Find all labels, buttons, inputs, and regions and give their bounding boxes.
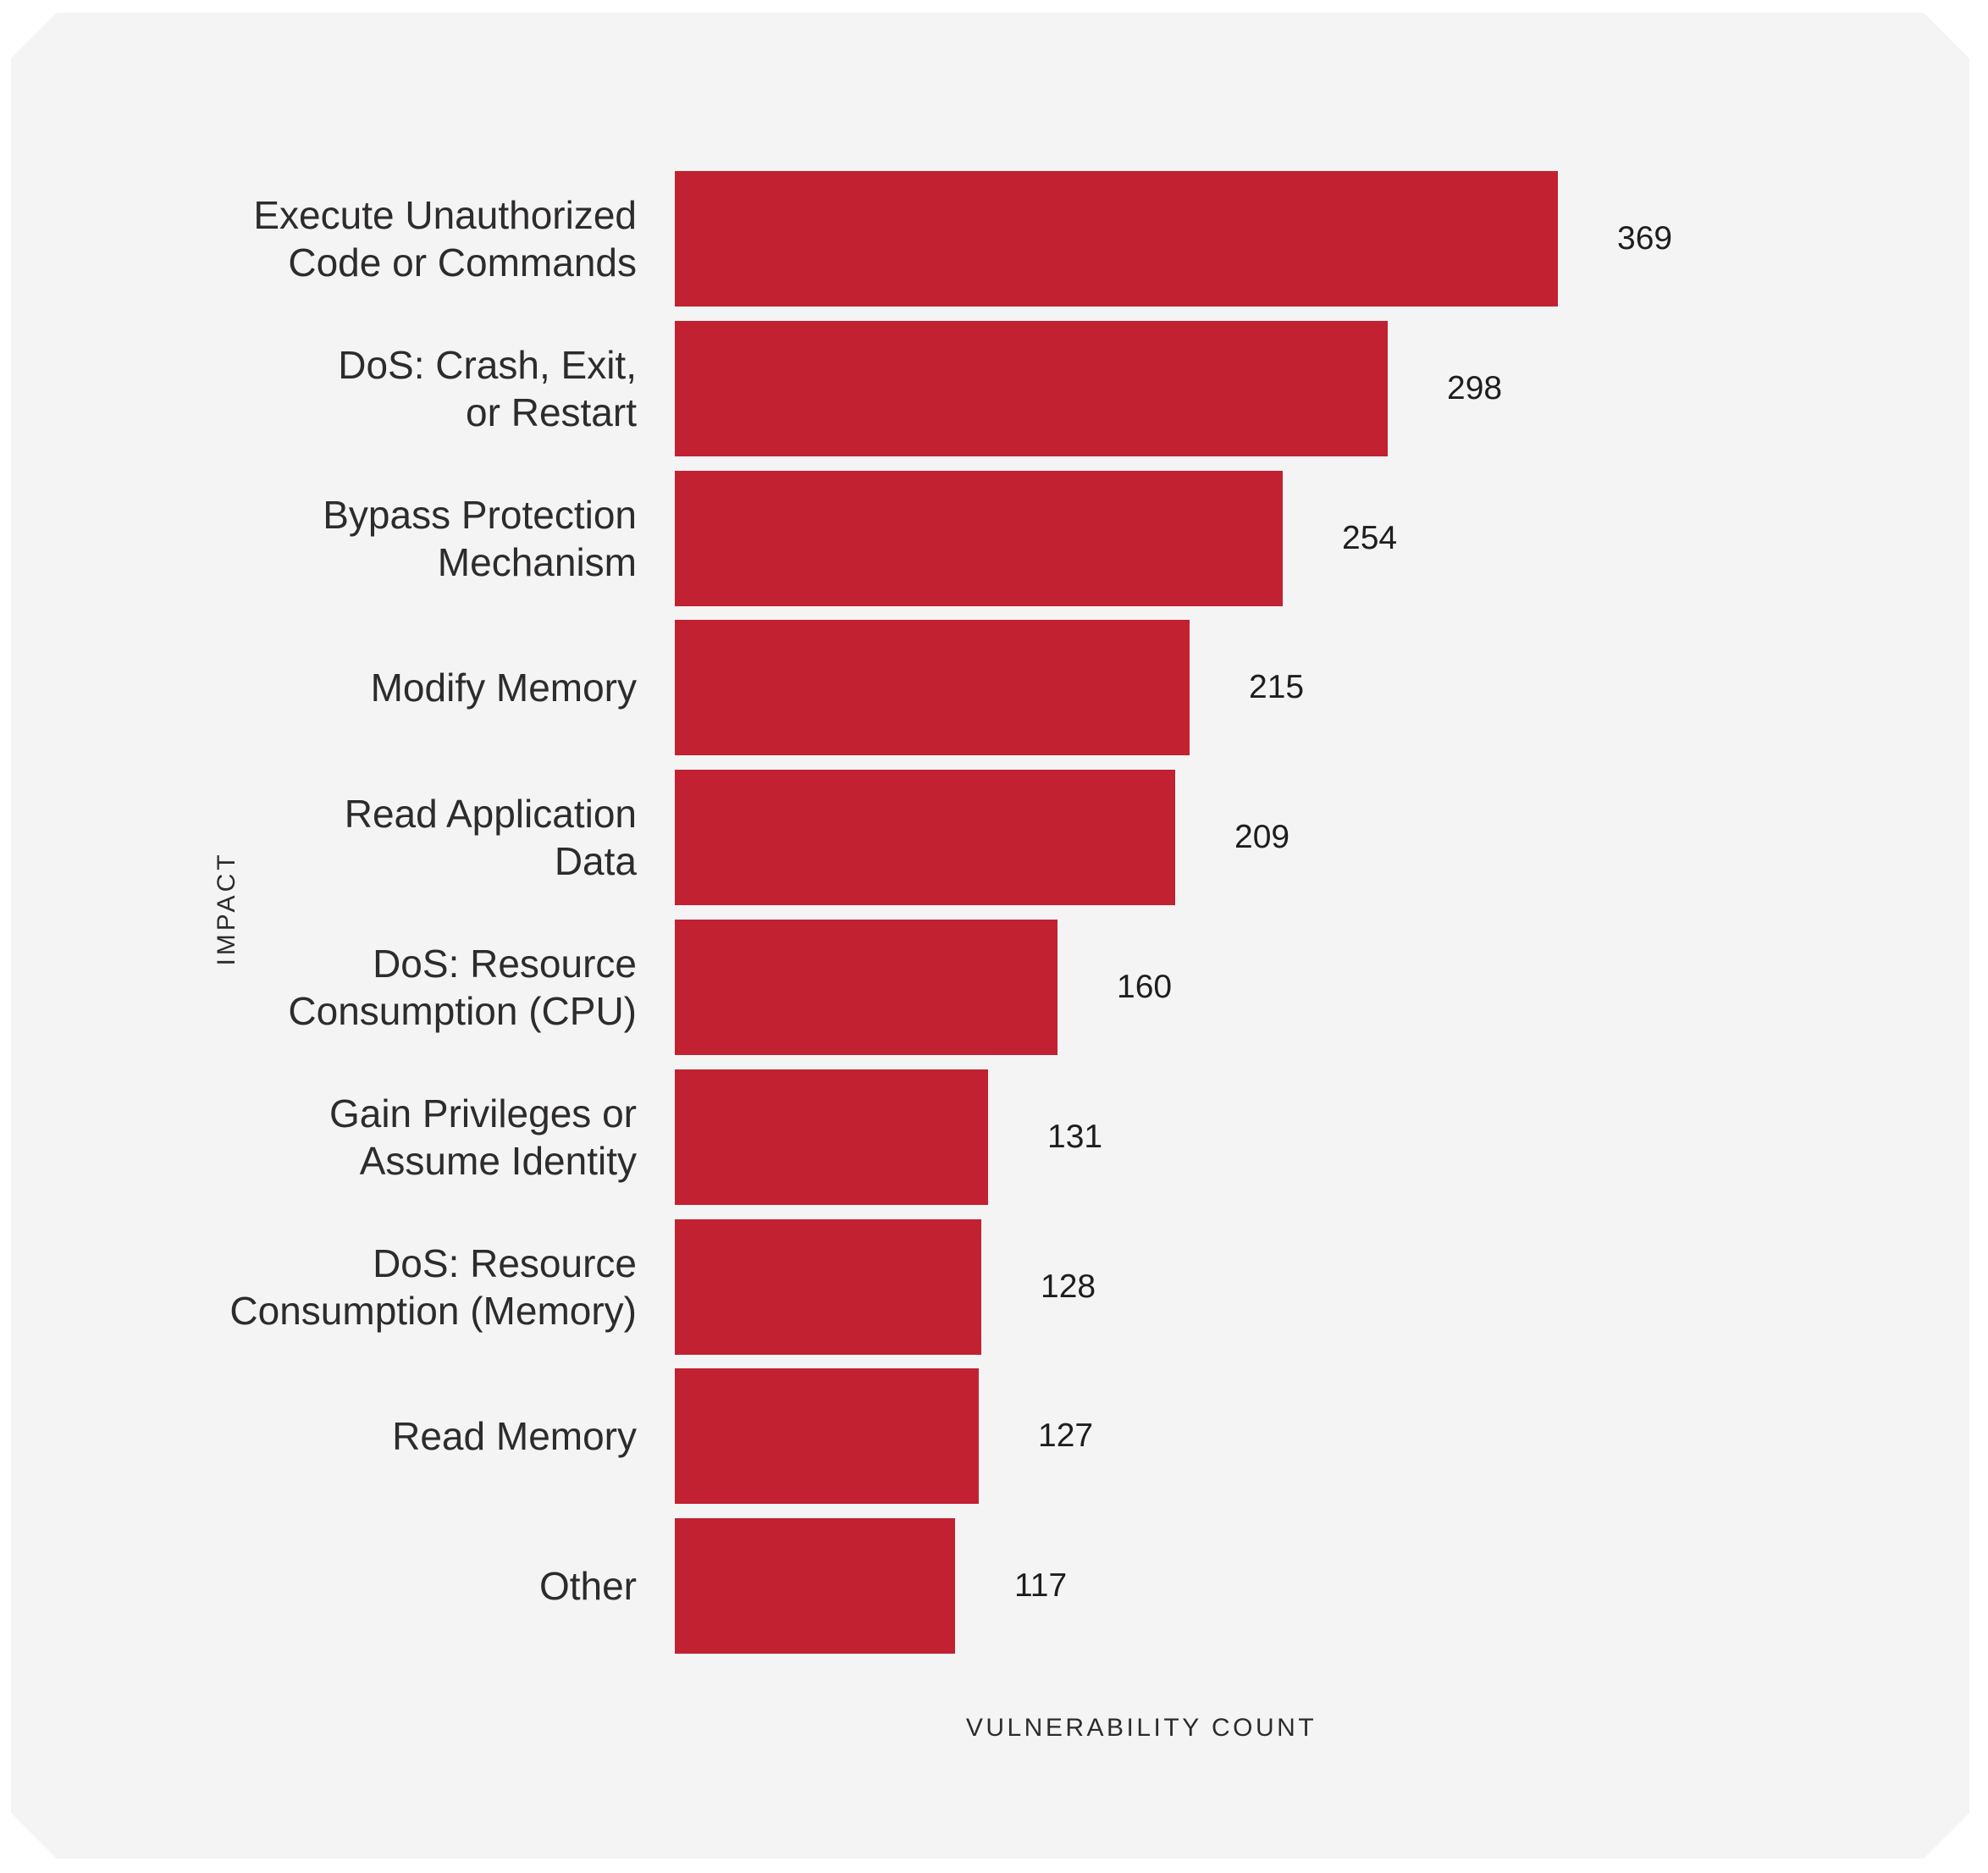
category-label: Modify Memory xyxy=(370,666,637,710)
bar-segment xyxy=(675,770,1175,905)
chart-row: Read Memory 127 xyxy=(11,1368,1969,1504)
chart-row: DoS: Resource Consumption (CPU) 160 xyxy=(11,920,1969,1055)
value-label: 298 xyxy=(1447,370,1503,406)
bar-segment xyxy=(675,620,1190,755)
category-label: Other xyxy=(538,1564,637,1608)
chart-row: DoS: Resource Consumption (Memory) 128 xyxy=(11,1219,1969,1355)
value-label: 215 xyxy=(1249,669,1305,705)
category-label: Execute Unauthorized Code or Commands xyxy=(253,193,637,285)
bar-segment xyxy=(675,1069,988,1205)
chart-row: Execute Unauthorized Code or Commands 36… xyxy=(11,171,1969,307)
chart-row: Modify Memory 215 xyxy=(11,620,1969,755)
category-label: DoS: Resource Consumption (CPU) xyxy=(288,942,637,1033)
chart-row: Gain Privileges or Assume Identity 131 xyxy=(11,1069,1969,1205)
category-label: Gain Privileges or Assume Identity xyxy=(329,1091,637,1183)
value-label: 127 xyxy=(1038,1417,1094,1454)
chart-row: Read Application Data 209 xyxy=(11,770,1969,905)
bar-segment xyxy=(675,920,1058,1055)
bar-segment xyxy=(675,171,1558,307)
value-label: 209 xyxy=(1234,819,1290,855)
x-axis-label: VULNERABILITY COUNT xyxy=(965,1714,1317,1742)
bar-segment xyxy=(675,471,1283,606)
value-label: 369 xyxy=(1617,220,1673,257)
bar-segment xyxy=(675,1219,981,1355)
category-label: DoS: Crash, Exit, or Restart xyxy=(338,343,637,434)
chart-panel: IMPACT Execute Unauthorized Code or Comm… xyxy=(11,13,1969,1859)
bar-segment xyxy=(675,1368,979,1504)
bar-segment xyxy=(675,1518,955,1654)
chart-row: Other 117 xyxy=(11,1518,1969,1654)
category-label: Bypass Protection Mechanism xyxy=(323,493,637,584)
bar-segment xyxy=(675,321,1388,456)
value-label: 160 xyxy=(1117,969,1173,1005)
chart-row: Bypass Protection Mechanism 254 xyxy=(11,471,1969,606)
category-label: Read Application Data xyxy=(344,792,637,883)
category-label: Read Memory xyxy=(392,1414,637,1458)
value-label: 128 xyxy=(1041,1268,1096,1305)
chart-row: DoS: Crash, Exit, or Restart 298 xyxy=(11,321,1969,456)
category-label: DoS: Resource Consumption (Memory) xyxy=(229,1241,637,1333)
value-label: 117 xyxy=(1014,1567,1068,1604)
value-label: 254 xyxy=(1342,520,1398,556)
value-label: 131 xyxy=(1047,1119,1103,1155)
